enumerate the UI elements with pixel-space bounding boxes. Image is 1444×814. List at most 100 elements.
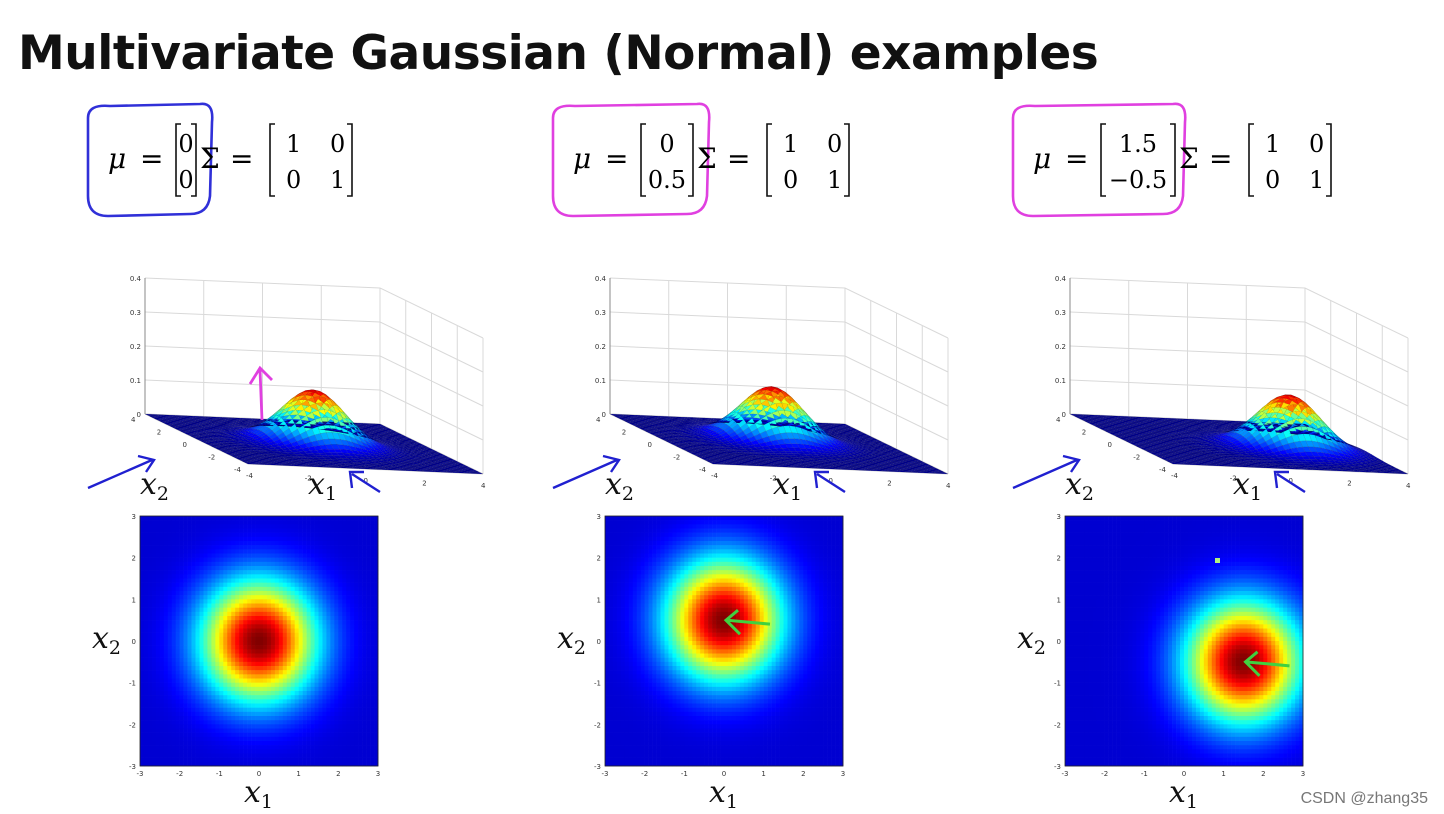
x2-axis-label: x2 [92,621,121,659]
plot-frame [604,515,844,767]
y-tick-label: 0 [132,638,136,646]
equation-2: μ = 0 0.5 Σ = 1 0 0 1 [551,102,850,218]
y-tick-label: -3 [1054,763,1061,771]
sigma-entry: 1 [1309,166,1324,194]
mean-arrow [723,609,771,636]
x1-tick-label: -2 [305,475,312,483]
y-tick-label: 2 [132,555,136,563]
x-tick-label: -1 [1141,770,1148,778]
mu-component-1: 1.5 [1119,130,1157,158]
plot-frame [1064,515,1304,767]
x-tick-label: 3 [376,770,380,778]
contour-plot-2: 3 2 1 0 -1 -2 -3-3 -2 -1 0 1 2 3 [594,513,845,778]
y-tick-label: 3 [132,513,136,521]
mu-component-1: 0 [659,130,674,158]
matrix-bracket [640,123,646,197]
example-panel-3: μ = 1.5 −0.5 Σ = 1 0 0 1 0.4 0.3 0.2 0.1 0 4 2 0 -2 -4 -4 -2 0… [1005,96,1444,814]
grid-line [144,277,484,339]
x2-tick-label: 2 [622,429,626,437]
z-tick-label: 0.2 [595,343,606,351]
grid-line [1069,311,1409,373]
x-tick-label: 0 [257,770,261,778]
x2-tick-label: 4 [131,416,136,424]
equals-sign: = [727,142,750,175]
x-tick-label: 2 [801,770,805,778]
x1-axis-label: x1 [308,467,337,505]
x2-tick-label: 4 [596,416,601,424]
y-tick-label: 1 [1057,596,1061,604]
equals-sign: = [605,142,628,175]
gaussian-surface [609,386,949,475]
x-tick-label: 3 [841,770,845,778]
example-panel-1: μ = 0 0 Σ = 1 0 0 1 0.4 0.3 0.2 0.1 0 4 2 0 -2 -4 -4 -2 0 2 4 x2 x… [80,96,550,814]
x1-tick-label: 2 [887,480,891,488]
sigma-entry: 1 [827,166,842,194]
z-tick-label: 0 [1062,411,1066,419]
matrix-bracket [1326,123,1332,197]
x1-tick-label: 0 [829,477,833,485]
x2-tick-label: -2 [208,454,215,462]
x-tick-label: -3 [137,770,144,778]
y-tick-label: -1 [594,680,601,688]
x1-axis-label: x1 [244,775,273,813]
sigma-entry: 0 [286,166,301,194]
annotation-arrow [813,470,846,494]
x-tick-label: 1 [761,770,765,778]
x1-tick-label: -4 [1171,472,1179,480]
x2-axis-label: x2 [140,467,169,505]
marker-dot [1215,558,1220,563]
sigma-entry: 0 [330,130,345,158]
equals-sign: = [1065,142,1088,175]
sigma-symbol: Σ [200,142,220,175]
mu-component-2: 0 [178,166,193,194]
x-tick-label: 0 [1182,770,1186,778]
x1-axis-label: x1 [1169,775,1198,813]
matrix-bracket [844,123,850,197]
slide-title: Multivariate Gaussian (Normal) examples [18,26,1099,81]
sigma-entry: 0 [827,130,842,158]
highlight-circle [86,102,214,218]
mean-arrow [248,365,273,421]
y-tick-label: -2 [129,721,136,729]
x1-tick-label: -4 [246,472,254,480]
x2-tick-label: -2 [673,454,680,462]
x2-tick-label: 2 [1082,429,1086,437]
x-tick-label: -3 [602,770,609,778]
sigma-entry: 0 [1309,130,1324,158]
x-tick-label: -3 [1062,770,1069,778]
sigma-entry: 1 [1265,130,1280,158]
x1-tick-label: 4 [946,482,951,490]
y-tick-label: -2 [594,721,601,729]
x-tick-label: -2 [1101,770,1108,778]
annotation-arrow [348,470,381,494]
contour-plot-3: 3 2 1 0 -1 -2 -3-3 -2 -1 0 1 2 3 [1054,513,1305,778]
x2-tick-label: -4 [234,466,242,474]
z-tick-label: 0.3 [595,309,606,317]
mu-symbol: μ [573,142,591,175]
matrix-bracket [1248,123,1254,197]
grid-line [144,311,484,373]
y-tick-label: 3 [1057,513,1061,521]
equals-sign: = [1209,142,1232,175]
x1-axis-label: x1 [773,467,802,505]
y-tick-label: -3 [594,763,601,771]
equation-1: μ = 00Σ = 1 00 1 [86,102,353,218]
z-tick-label: 0.4 [1055,275,1067,283]
sigma-symbol: Σ [1179,142,1199,175]
watermark: CSDN @zhang35 [1300,790,1428,807]
x-tick-label: -2 [641,770,648,778]
z-tick-label: 0 [137,411,141,419]
x1-axis-label: x1 [709,775,738,813]
x-tick-label: -2 [176,770,183,778]
annotation-arrow [1012,454,1081,490]
x1-tick-label: -2 [770,475,777,483]
matrix-bracket [688,123,694,197]
x-tick-label: -1 [681,770,688,778]
y-tick-label: 3 [597,513,601,521]
x-tick-label: -1 [216,770,223,778]
x-tick-label: 0 [722,770,726,778]
mu-component-2: −0.5 [1109,166,1167,194]
